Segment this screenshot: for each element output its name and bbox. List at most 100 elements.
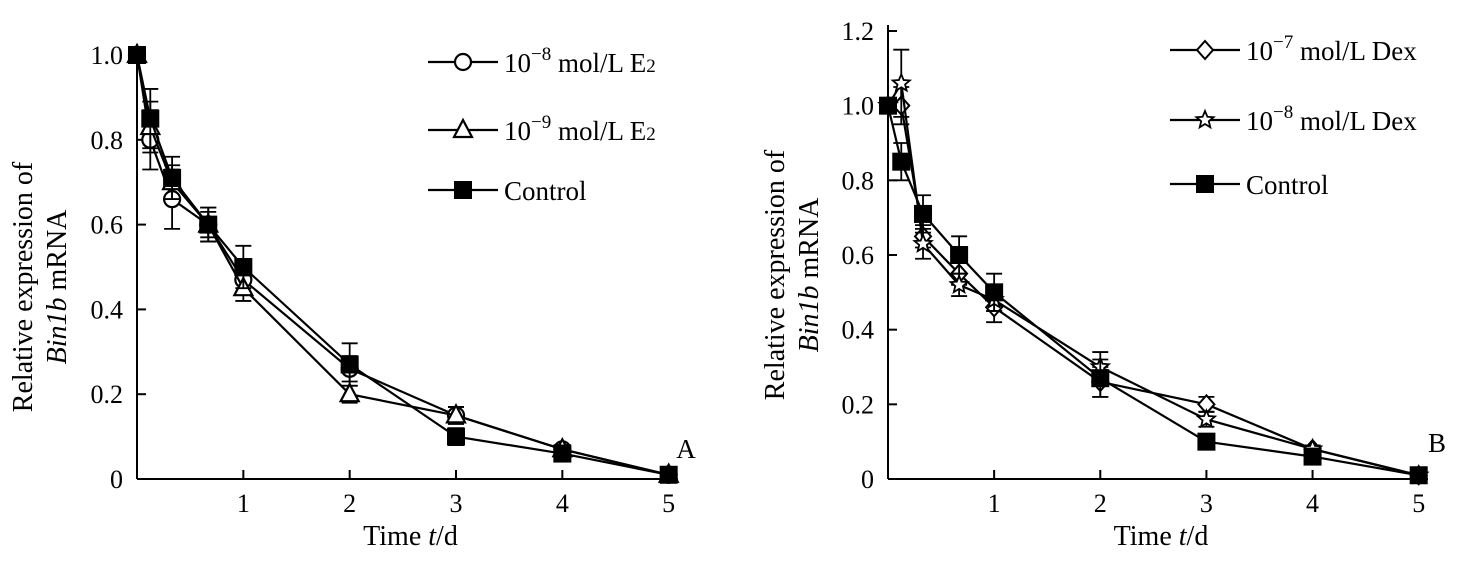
y-tick-label: 0.8 — [842, 166, 875, 195]
y-axis-title-mrna: mRNA — [794, 197, 825, 286]
x-tick-label: 5 — [662, 489, 675, 518]
legend-name: Control — [1246, 170, 1329, 200]
legend-label: Control — [1246, 170, 1329, 200]
y-tick-label: 0.2 — [91, 380, 124, 409]
x-axis-title-prefix: Time — [1114, 521, 1179, 552]
legend-exponent: −7 — [1273, 32, 1293, 53]
x-tick-label: 4 — [1306, 489, 1319, 518]
legend-name: Control — [504, 176, 587, 206]
data-point-star — [948, 273, 970, 294]
data-point-square — [163, 168, 182, 187]
data-point-square — [1409, 466, 1428, 485]
x-tick-label: 1 — [237, 489, 250, 518]
y-axis-title-gene: Bin1b — [794, 286, 825, 353]
legend-subscript: 2 — [646, 124, 656, 145]
y-tick-label: 1.0 — [91, 41, 124, 70]
x-axis-title: Time t/d — [1114, 521, 1209, 552]
x-axis-title-prefix: Time — [363, 521, 428, 552]
x-tick-label: 1 — [988, 489, 1001, 518]
data-point-square — [659, 465, 678, 484]
y-axis-title-mrna: mRNA — [42, 209, 73, 298]
y-tick-label: 0 — [110, 465, 123, 494]
y-tick-label: 0 — [861, 465, 874, 494]
data-point-square — [914, 204, 933, 223]
panel-b-chart: 0 0.2 0.4 0.6 0.8 1.0 1.2 1 2 3 4 5 Time t/d Relative… — [760, 17, 1446, 552]
legend-exponent: −8 — [1273, 102, 1293, 123]
data-point-star — [912, 232, 934, 254]
series-2 — [128, 46, 678, 484]
legend-unit: mol/L Dex — [1293, 36, 1417, 66]
y-tick-label: 0.4 — [842, 316, 875, 345]
data-point-square — [141, 109, 160, 128]
legend-marker-star — [1194, 108, 1216, 130]
legend-marker-triangle — [452, 117, 474, 139]
data-point-triangle — [338, 381, 361, 403]
y-axis-title-line2: Bin1b mRNA — [794, 197, 825, 353]
x-axis-title-unit: /d — [436, 521, 458, 552]
data-point-square — [199, 215, 218, 234]
data-point-square — [1091, 369, 1110, 388]
legend-subscript: 2 — [646, 56, 656, 77]
data-point-triangle — [445, 403, 467, 424]
legend-base: 10 — [504, 116, 531, 146]
x-tick-label: 2 — [343, 489, 356, 518]
series-line — [888, 104, 1419, 477]
x-tick-label: 3 — [1200, 489, 1213, 518]
data-point-star — [890, 71, 913, 93]
y-axis-title-line1: Relative expression of — [8, 161, 39, 412]
data-point-square — [234, 258, 253, 276]
data-point-square — [879, 96, 897, 115]
data-point-square — [892, 152, 911, 171]
y-tick-label: 0.6 — [842, 241, 875, 270]
legend-base: 10 — [1246, 106, 1273, 136]
data-point-square — [950, 246, 969, 264]
x-tick-label: 4 — [556, 489, 569, 518]
data-point-square — [553, 444, 572, 463]
panel-a-chart: 0 0.2 0.4 0.6 0.8 1.0 1 2 3 4 5 Time t/d Relative ex… — [8, 41, 696, 552]
data-point-square — [1303, 447, 1322, 466]
data-point-square — [1197, 432, 1216, 451]
y-tick-label: 0.4 — [91, 295, 124, 324]
legend-label: 10−9 mol/L E2 — [504, 112, 656, 146]
y-axis-title-gene: Bin1b — [42, 298, 73, 365]
y-tick-label: 0.8 — [91, 126, 124, 155]
legend-marker-square — [1196, 175, 1214, 193]
panel-label: B — [1428, 428, 1446, 458]
legend-exponent: −9 — [531, 112, 551, 133]
legend-marker-diamond — [1195, 39, 1215, 61]
y-axis-title-line2: Bin1b mRNA — [42, 209, 73, 365]
data-point-square — [447, 427, 466, 446]
legend-unit: mol/L E — [551, 116, 646, 146]
legend-label: 10−8 mol/L Dex — [1246, 102, 1417, 136]
series-1 — [126, 42, 680, 483]
series-line — [886, 105, 1419, 477]
legend-exponent: −8 — [531, 44, 551, 65]
legend-marker-circle — [453, 52, 473, 72]
panel-label: A — [676, 434, 696, 464]
data-point-star — [1195, 407, 1218, 429]
series-2 — [879, 96, 1428, 485]
legend-label: 10−8 mol/L E2 — [504, 44, 656, 78]
y-tick-label: 0.6 — [91, 211, 124, 240]
legend-label: 10−7 mol/L Dex — [1246, 32, 1417, 66]
x-axis-title-unit: /d — [1187, 521, 1209, 552]
y-tick-label: 0.2 — [842, 390, 875, 419]
x-axis-title-variable: t — [1179, 521, 1188, 552]
legend-unit: mol/L E — [551, 48, 646, 78]
legend-base: 10 — [504, 48, 531, 78]
series-line — [887, 80, 1419, 477]
legend-marker-square — [454, 181, 472, 199]
y-axis-title-line1: Relative expression of — [760, 149, 791, 400]
legend-base: 10 — [1246, 36, 1273, 66]
x-axis-title-variable: t — [428, 521, 437, 552]
x-tick-label: 5 — [1412, 489, 1425, 518]
legend-label: Control — [504, 176, 587, 206]
x-axis-title: Time t/d — [363, 521, 458, 552]
x-tick-label: 3 — [450, 489, 463, 518]
data-point-square — [340, 355, 359, 374]
series-0 — [127, 45, 678, 484]
data-point-square — [985, 283, 1004, 302]
y-tick-label: 1.0 — [842, 92, 875, 121]
x-tick-label: 2 — [1094, 489, 1107, 518]
